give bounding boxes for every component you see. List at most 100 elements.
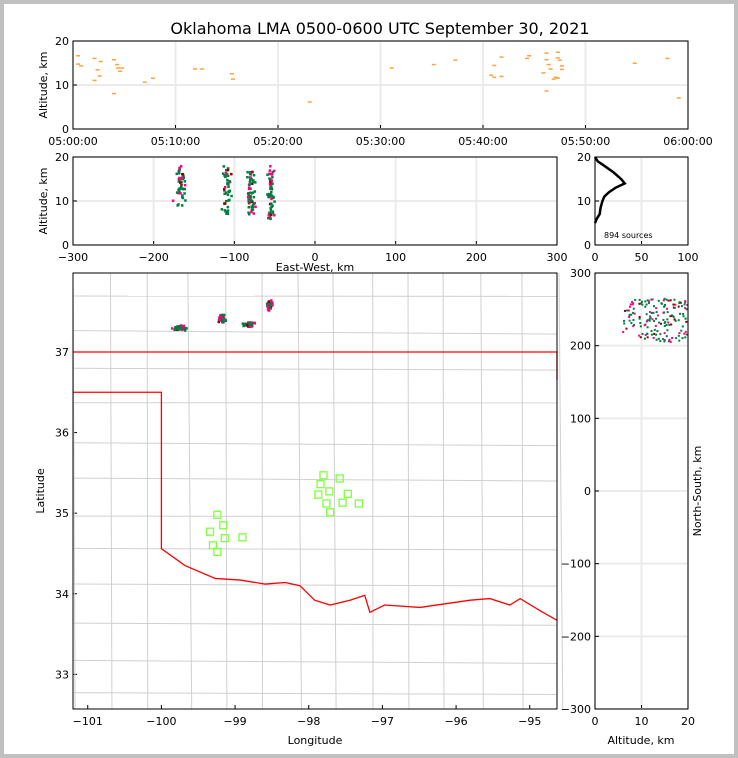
hist-panel-tick-label-y: 10 [577, 195, 591, 208]
map-source-point [250, 323, 254, 327]
lma-station-marker [343, 489, 352, 498]
ns-source-point [673, 318, 676, 321]
ew-source-point [267, 213, 271, 217]
ew-panel-tick-label-x: 0 [312, 251, 319, 264]
ns-source-point [652, 337, 655, 340]
ew-source-point [252, 202, 255, 206]
ns-panel-tick-label-y: −100 [561, 558, 591, 571]
ns-source-point [645, 320, 648, 323]
ns-source-point [677, 319, 680, 322]
ns-source-point [625, 327, 628, 330]
time-source-point [453, 59, 458, 61]
county-line [558, 272, 564, 710]
ns-source-point [657, 337, 660, 340]
county-line [297, 272, 302, 710]
ew-source-point [247, 211, 250, 214]
time-source-point [551, 78, 556, 80]
time-panel-tick-label-y: 0 [62, 123, 69, 136]
ew-source-point [221, 172, 225, 175]
ew-source-point [249, 196, 252, 199]
ew-source-point [252, 212, 256, 215]
ns-source-point [654, 324, 657, 327]
ns-source-point [673, 298, 676, 301]
ns-source-point [659, 340, 662, 343]
map-source-point [242, 324, 245, 328]
ns-source-point [653, 305, 656, 308]
map-panel-tick-label-y: 35 [55, 507, 69, 520]
time-source-point [118, 70, 123, 72]
county-line [72, 659, 558, 664]
mid-xlabel: East-West, km [276, 261, 354, 274]
county-line [72, 692, 558, 695]
map-source-point [185, 327, 188, 330]
figure-canvas: 05:00:00 05:10:00 05:20:00 05:30:00 05:40:00… [34, 19, 713, 747]
ns-source-point [645, 303, 648, 306]
ns-source-point [638, 298, 641, 301]
ns-source-point [647, 301, 650, 304]
ew-source-point [247, 200, 251, 204]
map-source-point [249, 321, 253, 325]
map-source-point [245, 324, 249, 327]
ns-source-point [681, 325, 684, 328]
county-line [72, 330, 558, 335]
county-line [72, 477, 558, 482]
time-source-point [492, 64, 497, 67]
map-source-point [221, 316, 224, 320]
lma-figure: 05:00:00 05:10:00 05:20:00 05:30:00 05:40:00… [4, 4, 734, 754]
ns-source-point [638, 334, 641, 337]
ew-source-point [269, 194, 272, 197]
ew-source-point [226, 209, 230, 212]
county-line [480, 272, 484, 710]
ns-source-point [666, 318, 669, 321]
lma-station-marker [314, 490, 323, 499]
ns-source-point [655, 333, 658, 336]
lma-station-marker [238, 533, 247, 542]
time-source-point [76, 55, 81, 57]
ns-source-point [655, 307, 658, 310]
ns-source-point [682, 312, 685, 315]
ns-source-point [638, 315, 641, 318]
lma-station-marker [335, 474, 344, 483]
ew-source-point [178, 166, 181, 170]
map-source-point [250, 325, 253, 328]
ns-source-point [686, 303, 689, 306]
ew-source-point [248, 212, 251, 216]
ew-source-point [252, 179, 255, 182]
ns-source-point [663, 340, 666, 343]
lma-station-marker [325, 508, 335, 517]
ns-source-point [666, 329, 669, 332]
county-line [146, 272, 149, 710]
ns-source-point [675, 337, 678, 340]
ns-source-point [645, 313, 648, 316]
ew-source-point [223, 189, 226, 192]
lma-station-marker [325, 487, 334, 496]
ew-source-point [254, 181, 257, 184]
time-source-point [116, 67, 121, 69]
time-source-point [230, 78, 235, 80]
ew-source-point [269, 192, 272, 196]
county-line [407, 272, 410, 710]
map-source-point [218, 318, 222, 322]
ew-source-point [225, 191, 228, 194]
time-source-point [555, 51, 560, 53]
ns-source-point [648, 315, 651, 318]
map-source-point [266, 308, 270, 311]
ew-source-point [224, 210, 227, 213]
ew-panel-tick-label-y: 0 [62, 239, 69, 252]
ns-source-point [662, 299, 665, 302]
ns-source-point [655, 311, 658, 314]
ew-source-point [269, 180, 272, 183]
map-source-point [174, 328, 177, 331]
ew-source-point [227, 185, 230, 189]
ns-source-point [641, 303, 644, 306]
ew-source-point [171, 199, 175, 203]
time-source-point [142, 81, 147, 83]
ew-source-point [248, 180, 252, 184]
ew-source-point [251, 208, 255, 212]
ew-source-point [270, 179, 274, 182]
time-source-point [307, 101, 312, 103]
ns-source-point [633, 312, 636, 315]
ns-source-point [646, 326, 649, 329]
ns-source-point [685, 333, 688, 336]
ew-source-point [179, 185, 183, 188]
